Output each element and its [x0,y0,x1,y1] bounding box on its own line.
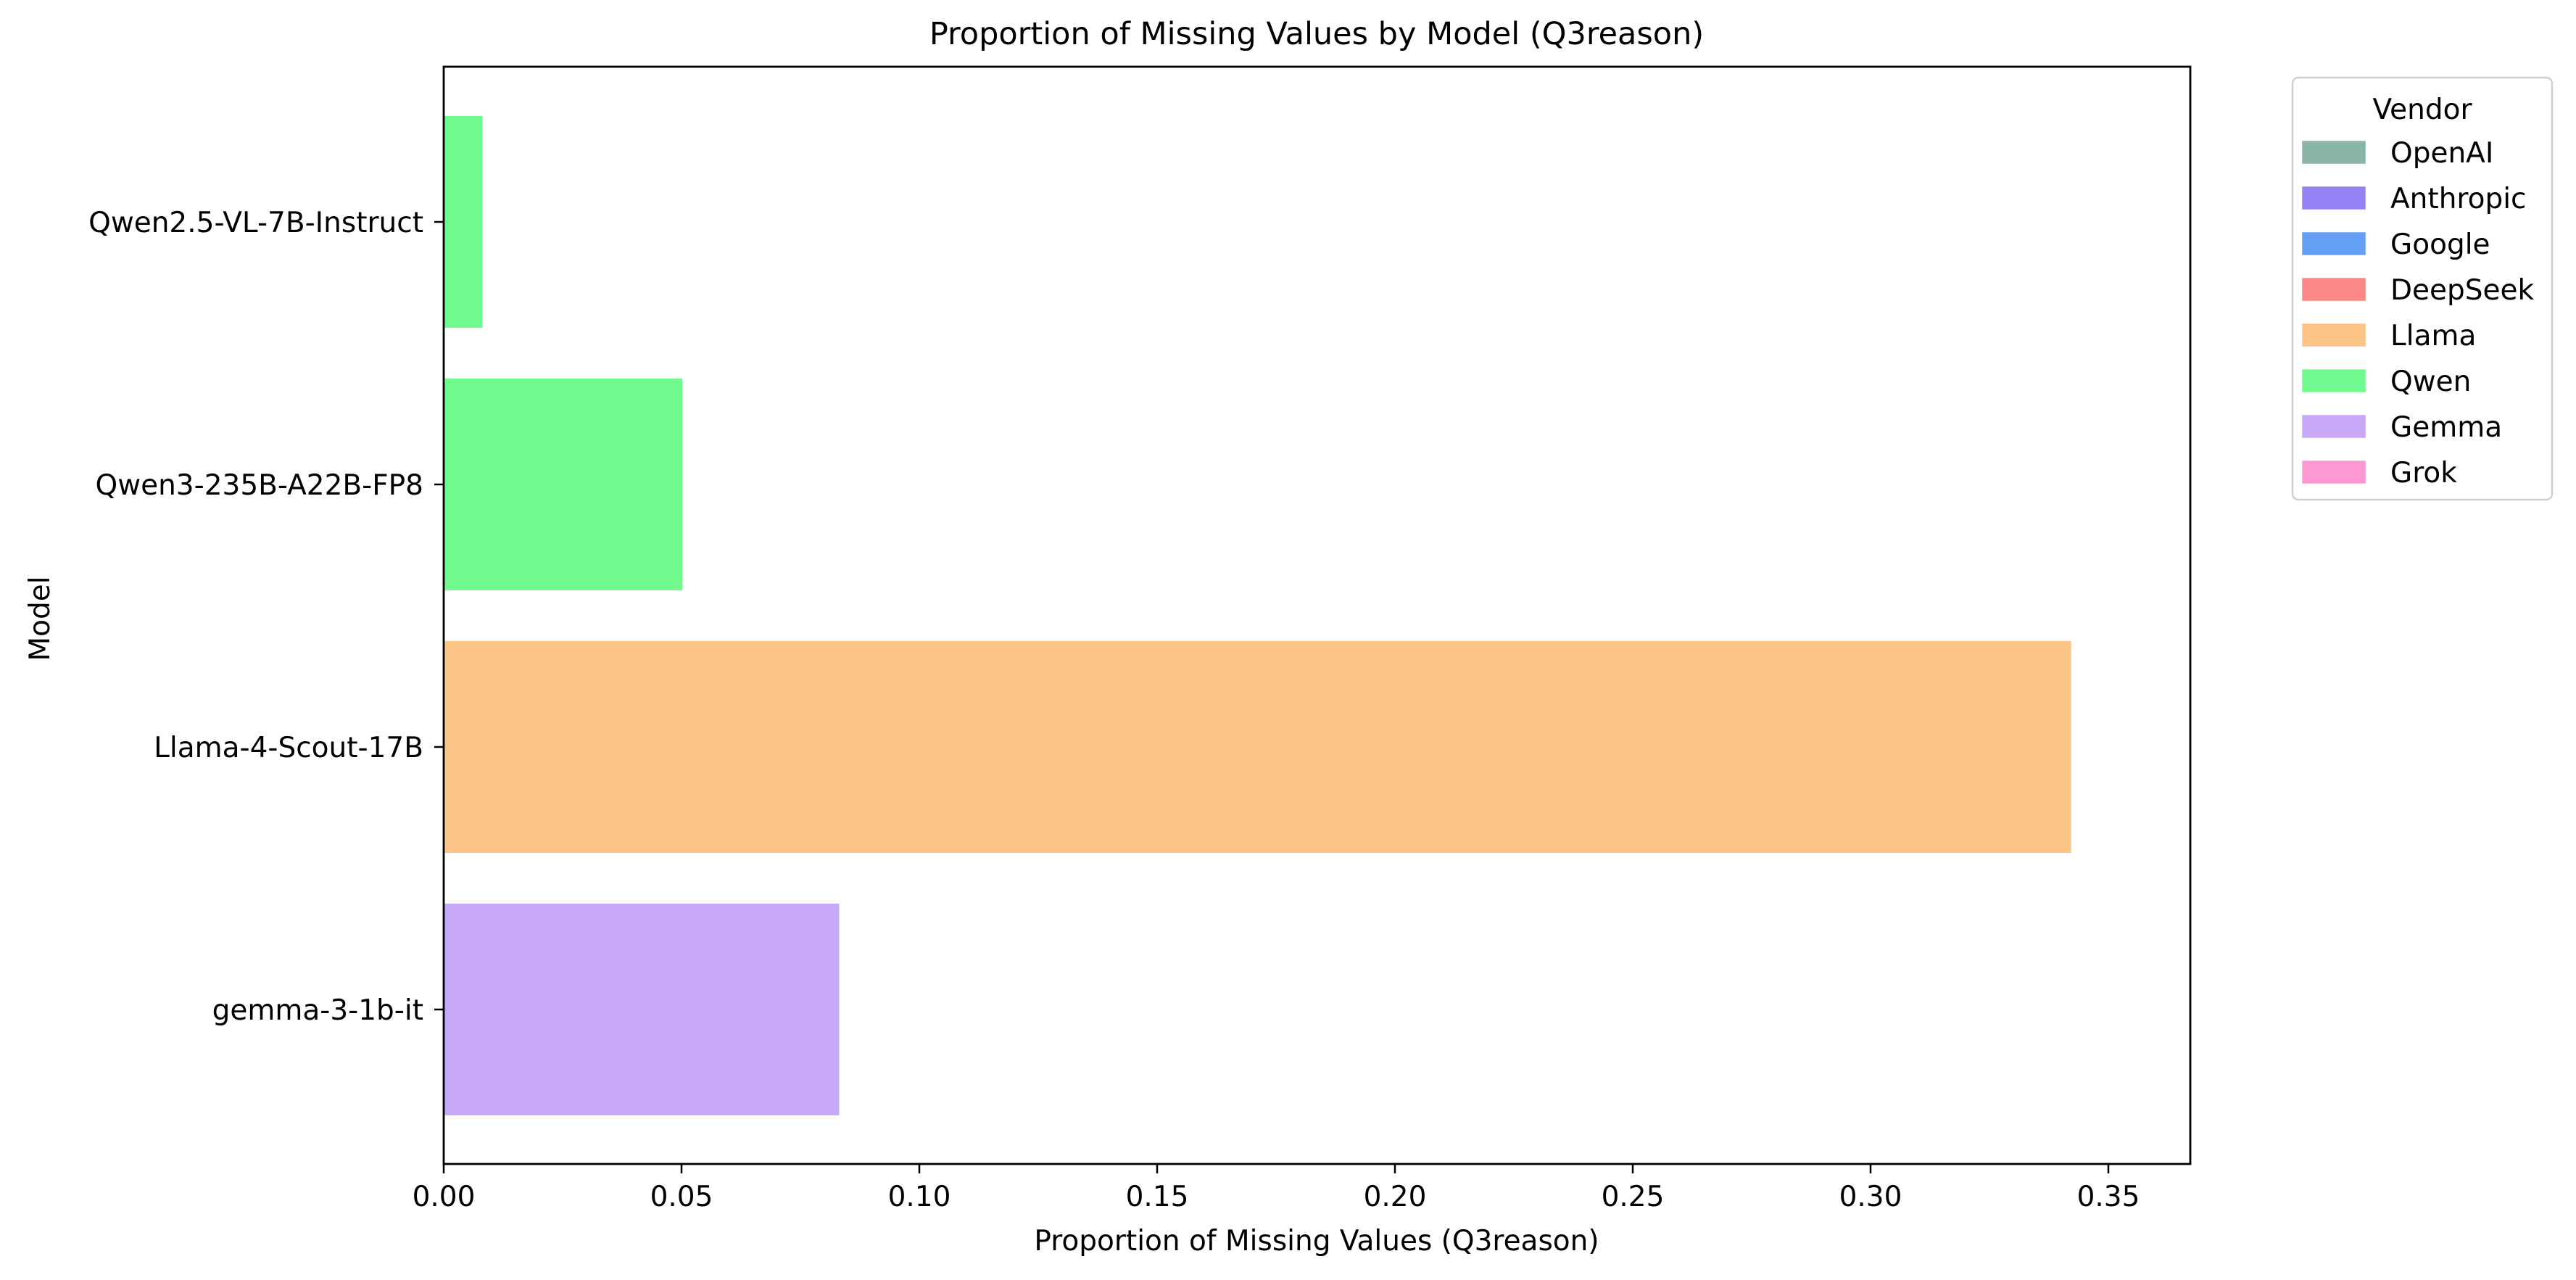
x-tick-label: 0.00 [413,1181,476,1213]
x-tick-label: 0.25 [1602,1181,1665,1213]
x-tick-label: 0.35 [2077,1181,2140,1213]
y-tick-label: gemma-3-1b-it [212,994,423,1027]
x-axis: 0.00 0.05 0.10 0.15 0.20 0.25 0.30 0.35 [413,1164,2140,1213]
legend-swatch [2302,278,2366,301]
y-tick-label: Qwen2.5-VL-7B-Instruct [88,207,423,239]
legend-swatch [2302,141,2366,164]
legend-item-openai: OpenAI [2302,137,2493,170]
legend-swatch [2302,369,2366,392]
bars-layer [443,116,2071,1115]
legend-label: DeepSeek [2390,274,2535,307]
legend-item-anthropic: Anthropic [2302,183,2526,215]
legend-item-gemma: Gemma [2302,411,2502,444]
bar-qwen2-5-vl-7b-instruct [443,116,483,328]
legend-label: Llama [2390,320,2476,352]
bar-llama-4-scout-17b [443,641,2071,853]
legend-label: Anthropic [2390,183,2526,215]
x-tick-label: 0.15 [1126,1181,1189,1213]
y-axis-label: Model [24,576,57,661]
y-tick-label: Llama-4-Scout-17B [154,732,423,764]
legend-swatch [2302,415,2366,438]
legend-item-deepseek: DeepSeek [2302,274,2535,307]
x-tick-label: 0.30 [1839,1181,1902,1213]
legend-item-grok: Grok [2302,457,2457,490]
legend-label: OpenAI [2390,137,2493,170]
x-tick-label: 0.20 [1364,1181,1427,1213]
y-tick-label: Qwen3-235B-A22B-FP8 [96,469,424,502]
legend-label: Gemma [2390,411,2502,444]
plot-frame [442,65,2192,1165]
legend-swatch [2302,461,2366,484]
legend-label: Qwen [2390,366,2471,398]
bar-gemma-3-1b-it [443,904,840,1115]
x-axis-label: Proportion of Missing Values (Q3reason) [1034,1225,1599,1258]
x-tick-label: 0.05 [650,1181,713,1213]
x-tick-label: 0.10 [888,1181,951,1213]
y-axis: Qwen2.5-VL-7B-Instruct Qwen3-235B-A22B-FP… [88,207,444,1027]
bar-qwen3-235b-a22b-fp8 [443,379,682,590]
legend: Vendor OpenAI Anthropic Google DeepSeek Llama… [2291,76,2554,501]
legend-label: Google [2390,228,2490,261]
chart-title: Proportion of Missing Values by Model (Q… [929,16,1704,52]
legend-item-qwen: Qwen [2302,366,2471,398]
legend-item-google: Google [2302,228,2490,261]
legend-frame [2291,76,2554,501]
legend-item-llama: Llama [2302,320,2476,352]
legend-label: Grok [2390,457,2457,490]
legend-swatch [2302,323,2366,347]
legend-swatch [2302,186,2366,210]
legend-swatch [2302,232,2366,255]
legend-title: Vendor [2372,94,2472,126]
